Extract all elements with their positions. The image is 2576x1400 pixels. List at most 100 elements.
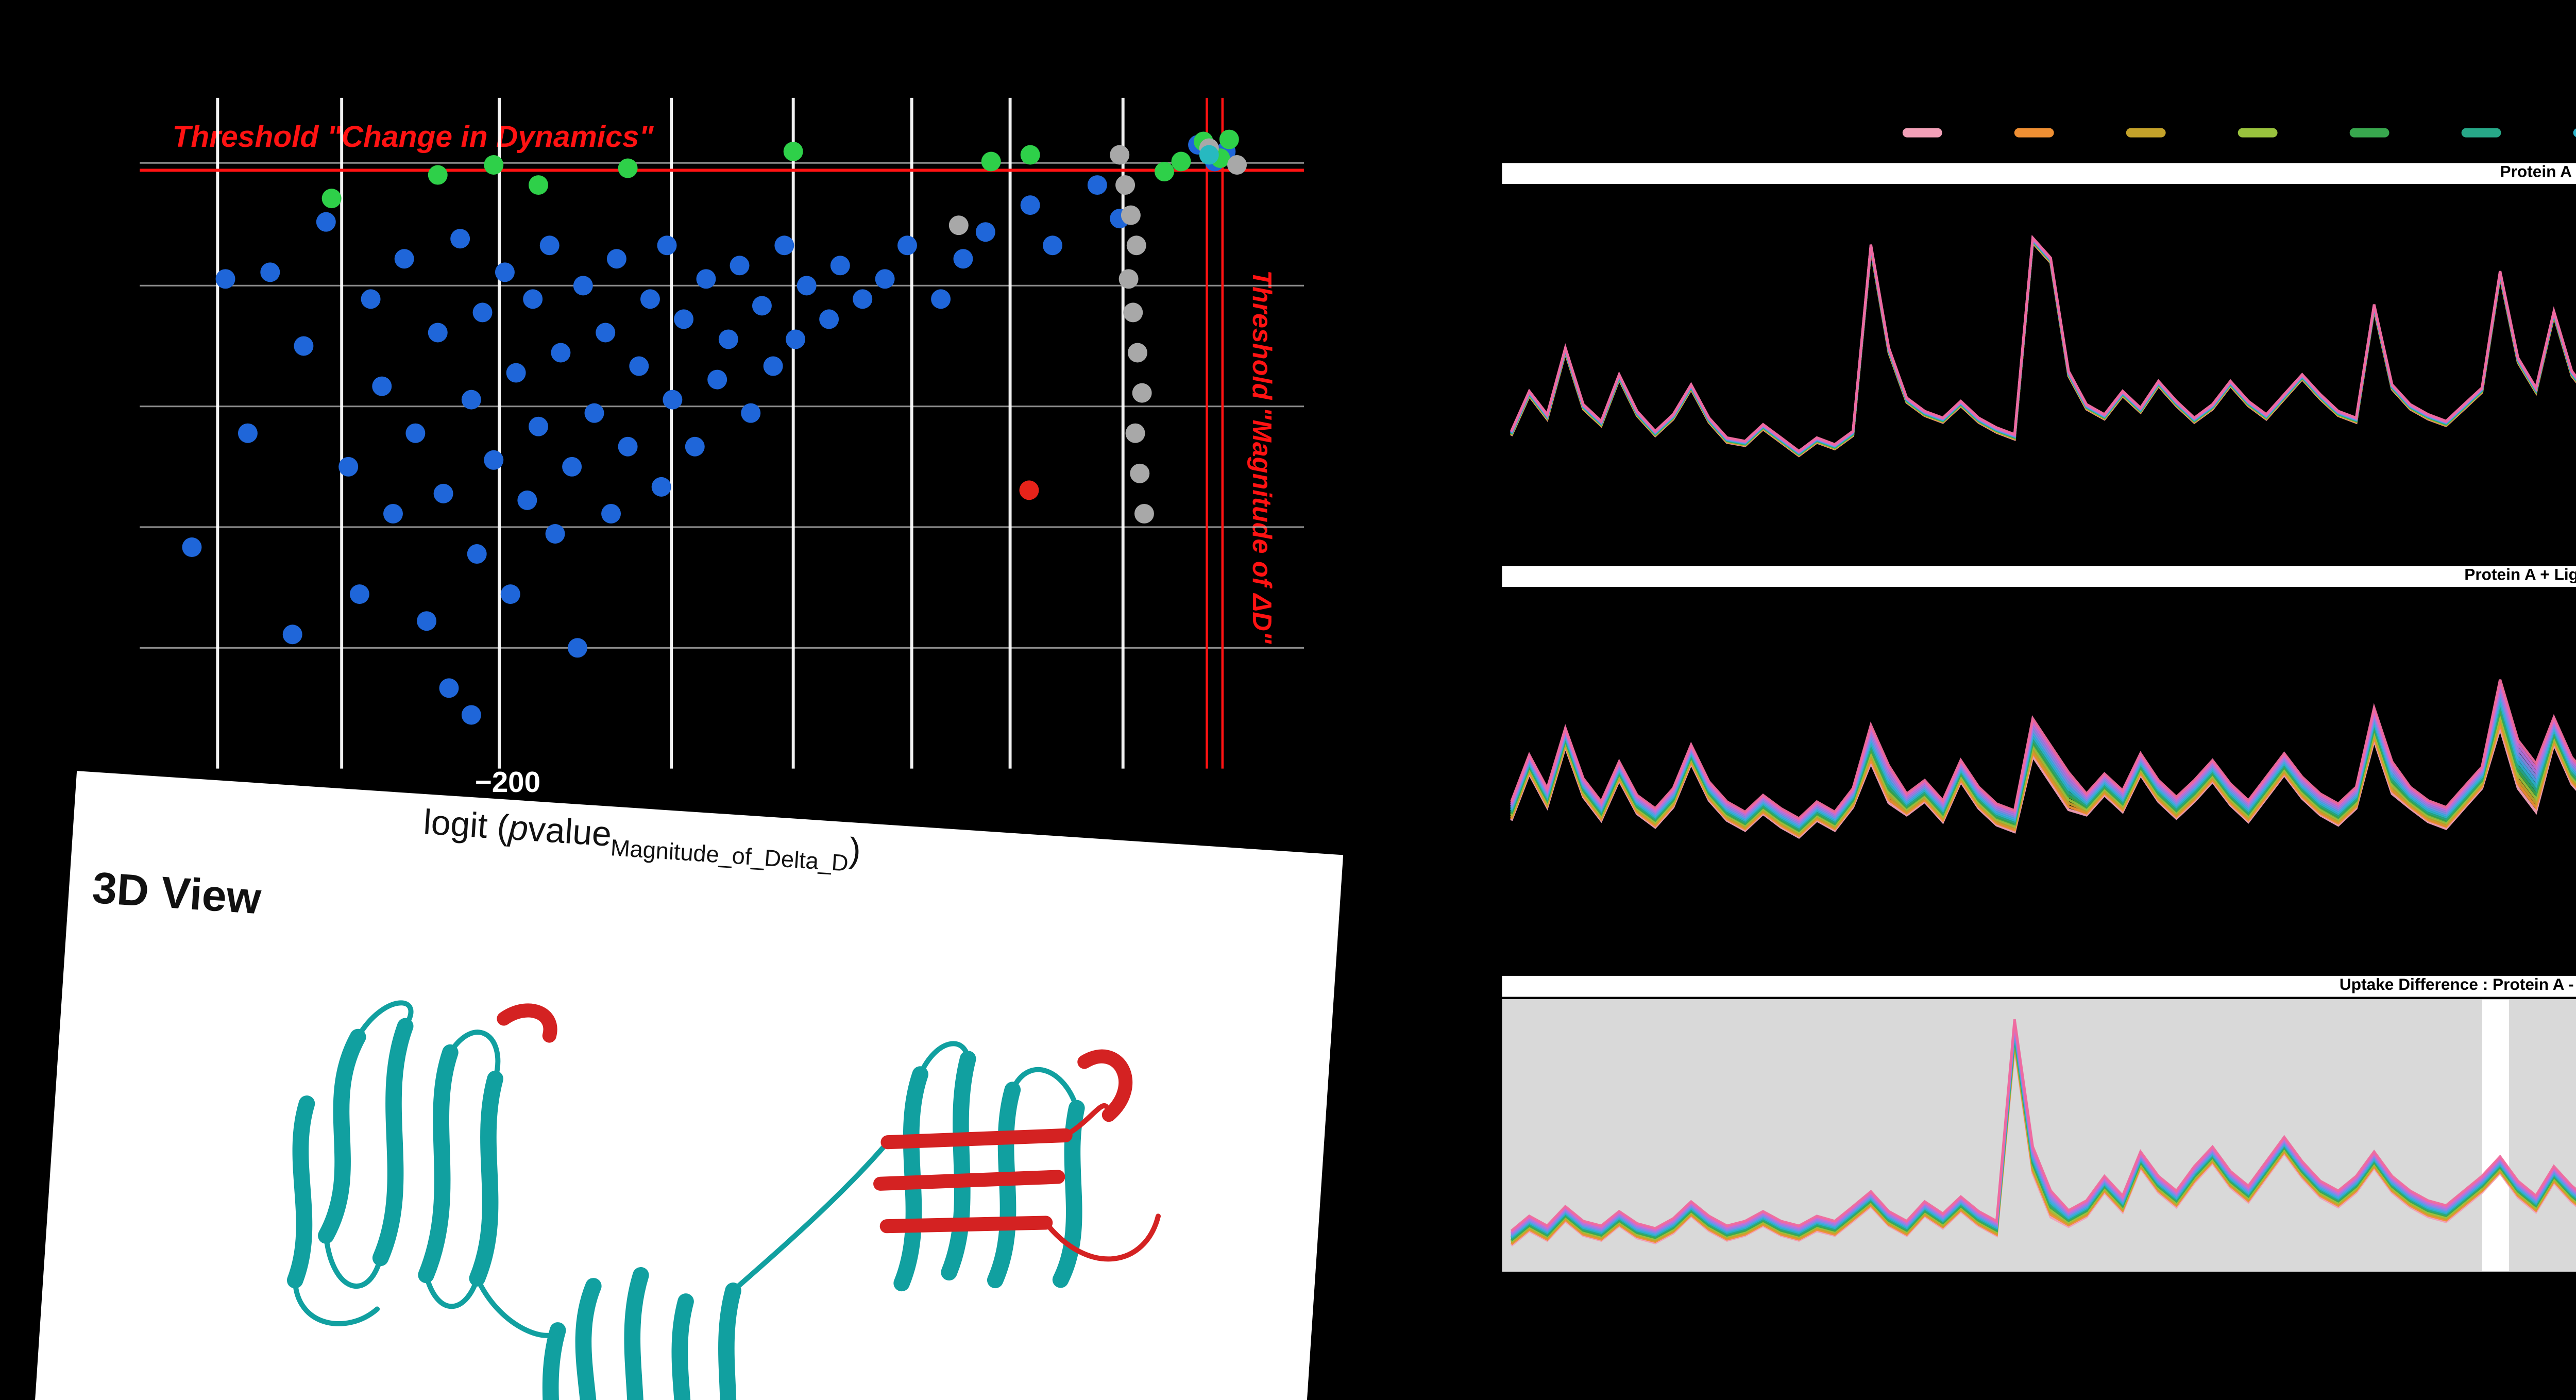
volcano-point[interactable]	[1087, 175, 1107, 195]
volcano-point[interactable]	[467, 544, 487, 564]
volcano-point[interactable]	[1115, 175, 1136, 195]
volcano-point[interactable]	[523, 289, 543, 309]
legend-key-4[interactable]	[2236, 128, 2277, 138]
volcano-point[interactable]	[674, 309, 694, 329]
legend-key-1[interactable]	[1901, 128, 1941, 138]
volcano-point[interactable]	[663, 390, 683, 410]
uptake-line-s1[interactable]	[1510, 240, 2576, 490]
volcano-point[interactable]	[529, 175, 549, 195]
volcano-point[interactable]	[741, 403, 761, 423]
legend-key-5[interactable]	[2348, 128, 2388, 138]
volcano-point[interactable]	[484, 450, 504, 470]
volcano-point[interactable]	[783, 141, 803, 161]
legend-key-2[interactable]	[2013, 128, 2053, 138]
volcano-point[interactable]	[1121, 205, 1141, 225]
volcano-point[interactable]	[316, 212, 336, 232]
volcano-point[interactable]	[730, 256, 750, 276]
volcano-point[interactable]	[1134, 503, 1154, 524]
volcano-point[interactable]	[1020, 145, 1040, 165]
volcano-point[interactable]	[1043, 235, 1063, 256]
volcano-point[interactable]	[640, 289, 660, 309]
volcano-point[interactable]	[975, 222, 995, 242]
volcano-point[interactable]	[657, 235, 677, 256]
volcano-point[interactable]	[1171, 151, 1191, 172]
legend-key-7[interactable]	[2572, 128, 2576, 138]
volcano-point[interactable]	[428, 323, 448, 343]
volcano-point[interactable]	[1199, 145, 1219, 165]
volcano-point[interactable]	[484, 155, 504, 175]
volcano-point[interactable]	[260, 262, 280, 282]
uptake-difference-chart[interactable]	[1502, 999, 2576, 1272]
volcano-point[interactable]	[596, 323, 616, 343]
volcano-point[interactable]	[1227, 155, 1247, 175]
volcano-point[interactable]	[1110, 145, 1130, 165]
volcano-point[interactable]	[294, 336, 314, 356]
volcano-point[interactable]	[573, 276, 593, 296]
volcano-point[interactable]	[774, 235, 794, 256]
volcano-point[interactable]	[948, 215, 969, 235]
volcano-point[interactable]	[897, 235, 917, 256]
volcano-point[interactable]	[830, 256, 850, 276]
uptake-line-s2[interactable]	[1510, 239, 2576, 483]
uptake-line-s12[interactable]	[1510, 1019, 2576, 1232]
volcano-point[interactable]	[517, 490, 537, 510]
volcano-point[interactable]	[417, 611, 437, 631]
volcano-point[interactable]	[618, 436, 638, 457]
volcano-point[interactable]	[394, 249, 414, 269]
volcano-point[interactable]	[450, 229, 470, 249]
volcano-point[interactable]	[1130, 463, 1150, 483]
volcano-point[interactable]	[1127, 343, 1147, 363]
uptake-line-s5[interactable]	[1510, 238, 2576, 461]
volcano-point[interactable]	[321, 189, 342, 209]
uptake-line-s12[interactable]	[1510, 234, 2576, 453]
volcano-point[interactable]	[405, 423, 426, 443]
volcano-point[interactable]	[796, 276, 817, 296]
uptake-line-s3[interactable]	[1510, 239, 2576, 476]
volcano-point[interactable]	[875, 269, 895, 289]
volcano-point[interactable]	[461, 390, 481, 410]
volcano-point[interactable]	[506, 363, 526, 383]
uptake-line-s12[interactable]	[1510, 617, 2576, 820]
volcano-point[interactable]	[428, 165, 448, 185]
volcano-point[interactable]	[1118, 269, 1139, 289]
volcano-point[interactable]	[349, 584, 369, 604]
volcano-point[interactable]	[282, 625, 302, 645]
volcano-point[interactable]	[1020, 195, 1040, 215]
volcano-point[interactable]	[981, 151, 1001, 172]
volcano-point[interactable]	[1019, 480, 1039, 500]
volcano-point[interactable]	[361, 289, 381, 309]
volcano-point[interactable]	[215, 269, 235, 289]
volcano-point[interactable]	[182, 537, 202, 558]
volcano-point[interactable]	[651, 477, 671, 497]
volcano-point[interactable]	[545, 524, 565, 544]
protein-structure-viewer[interactable]	[122, 926, 1229, 1400]
volcano-point[interactable]	[629, 356, 649, 376]
volcano-point[interactable]	[1219, 129, 1239, 149]
volcano-point[interactable]	[372, 376, 392, 396]
volcano-point[interactable]	[1155, 162, 1174, 182]
volcano-point[interactable]	[539, 235, 560, 256]
volcano-point[interactable]	[461, 705, 481, 725]
volcano-point[interactable]	[338, 457, 359, 477]
volcano-point[interactable]	[853, 289, 873, 309]
volcano-point[interactable]	[1126, 235, 1146, 256]
volcano-point[interactable]	[472, 302, 493, 323]
volcano-point[interactable]	[931, 289, 951, 309]
volcano-point[interactable]	[953, 249, 973, 269]
volcano-point[interactable]	[1132, 383, 1152, 403]
uptake-line-s4[interactable]	[1510, 238, 2576, 468]
legend-key-6[interactable]	[2460, 128, 2500, 138]
volcano-point[interactable]	[606, 249, 626, 269]
uptake-chart-protein-a-ligand[interactable]	[1502, 589, 2576, 953]
volcano-point[interactable]	[1125, 423, 1145, 443]
volcano-point[interactable]	[696, 269, 716, 289]
volcano-point[interactable]	[763, 356, 783, 376]
volcano-point[interactable]	[584, 403, 604, 423]
volcano-point[interactable]	[707, 369, 727, 390]
volcano-point[interactable]	[601, 503, 621, 524]
volcano-point[interactable]	[238, 423, 258, 443]
volcano-point[interactable]	[618, 158, 638, 178]
volcano-point[interactable]	[562, 457, 582, 477]
volcano-plot[interactable]: Threshold "Change in Dynamics" Threshold…	[140, 84, 1304, 783]
volcano-point[interactable]	[1123, 302, 1143, 323]
